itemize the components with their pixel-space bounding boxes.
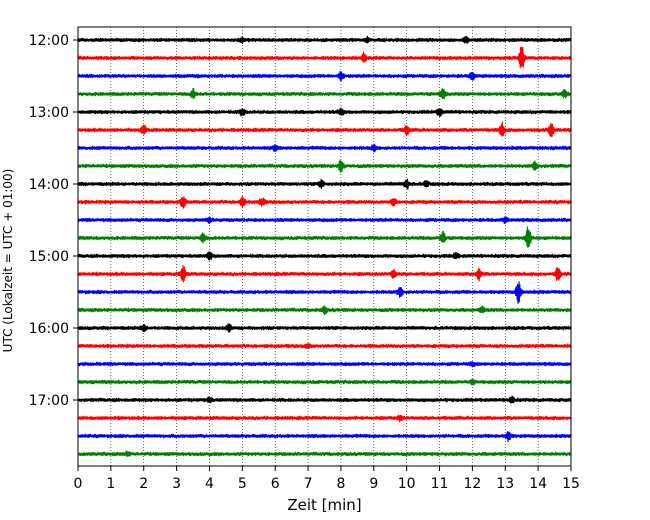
- seismic-trace: [77, 305, 572, 315]
- y-tick-label: 17:00: [29, 393, 69, 409]
- seismic-trace: [77, 395, 572, 404]
- x-axis-label: Zeit [min]: [287, 496, 361, 514]
- x-tick-label: 3: [172, 476, 181, 492]
- x-tick-label: 13: [496, 476, 514, 492]
- x-tick-label: 1: [106, 476, 115, 492]
- seismic-trace: [77, 121, 572, 137]
- seismic-traces: [77, 35, 572, 457]
- y-axis-ticks: 12:00 13:00 14:00 15:00 16:00 17:00: [29, 33, 78, 409]
- y-tick-label: 16:00: [29, 321, 69, 337]
- seismic-trace: [77, 88, 572, 100]
- x-tick-label: 0: [74, 476, 83, 492]
- seismic-trace: [77, 361, 572, 368]
- x-tick-label: 9: [369, 476, 378, 492]
- y-tick-label: 12:00: [29, 33, 69, 49]
- seismic-trace: [77, 226, 572, 248]
- x-tick-label: 10: [398, 476, 416, 492]
- x-axis-ticks: 0 1 2 3 4 5 6 7 8 9 10 11 12 13 14 15: [74, 466, 580, 492]
- seismic-trace: [77, 35, 572, 45]
- seismic-trace: [77, 143, 572, 153]
- y-tick-label: 14:00: [29, 177, 69, 193]
- seismic-trace: [77, 178, 572, 190]
- x-tick-label: 7: [304, 476, 313, 492]
- x-tick-label: 6: [271, 476, 280, 492]
- plot-frame: [77, 26, 572, 467]
- vertical-grid: [110, 27, 539, 466]
- seismic-trace: [77, 414, 572, 423]
- seismic-trace: [77, 160, 572, 173]
- seismic-trace: [77, 107, 572, 117]
- seismic-trace: [77, 195, 572, 209]
- seismic-trace: [77, 46, 572, 69]
- x-tick-label: 15: [562, 476, 580, 492]
- seismic-trace: [77, 450, 572, 457]
- seismic-trace: [77, 216, 572, 225]
- x-tick-label: 2: [139, 476, 148, 492]
- x-tick-label: 12: [463, 476, 481, 492]
- x-tick-label: 5: [238, 476, 247, 492]
- seismic-trace: [77, 281, 572, 304]
- x-tick-label: 8: [336, 476, 345, 492]
- seismic-trace: [77, 70, 572, 82]
- seismic-trace: [77, 378, 572, 386]
- x-tick-label: 14: [529, 476, 547, 492]
- y-tick-label: 15:00: [29, 249, 69, 265]
- y-axis-label: UTC (Lokalzeit = UTC + 01:00): [1, 169, 15, 353]
- seismic-trace: [77, 265, 572, 283]
- x-tick-label: 11: [431, 476, 449, 492]
- seismic-trace: [77, 251, 572, 261]
- seismic-trace: [77, 342, 572, 350]
- x-tick-label: 4: [205, 476, 214, 492]
- seismic-trace: [77, 431, 572, 443]
- y-tick-label: 13:00: [29, 105, 69, 121]
- seismic-trace: [77, 323, 572, 333]
